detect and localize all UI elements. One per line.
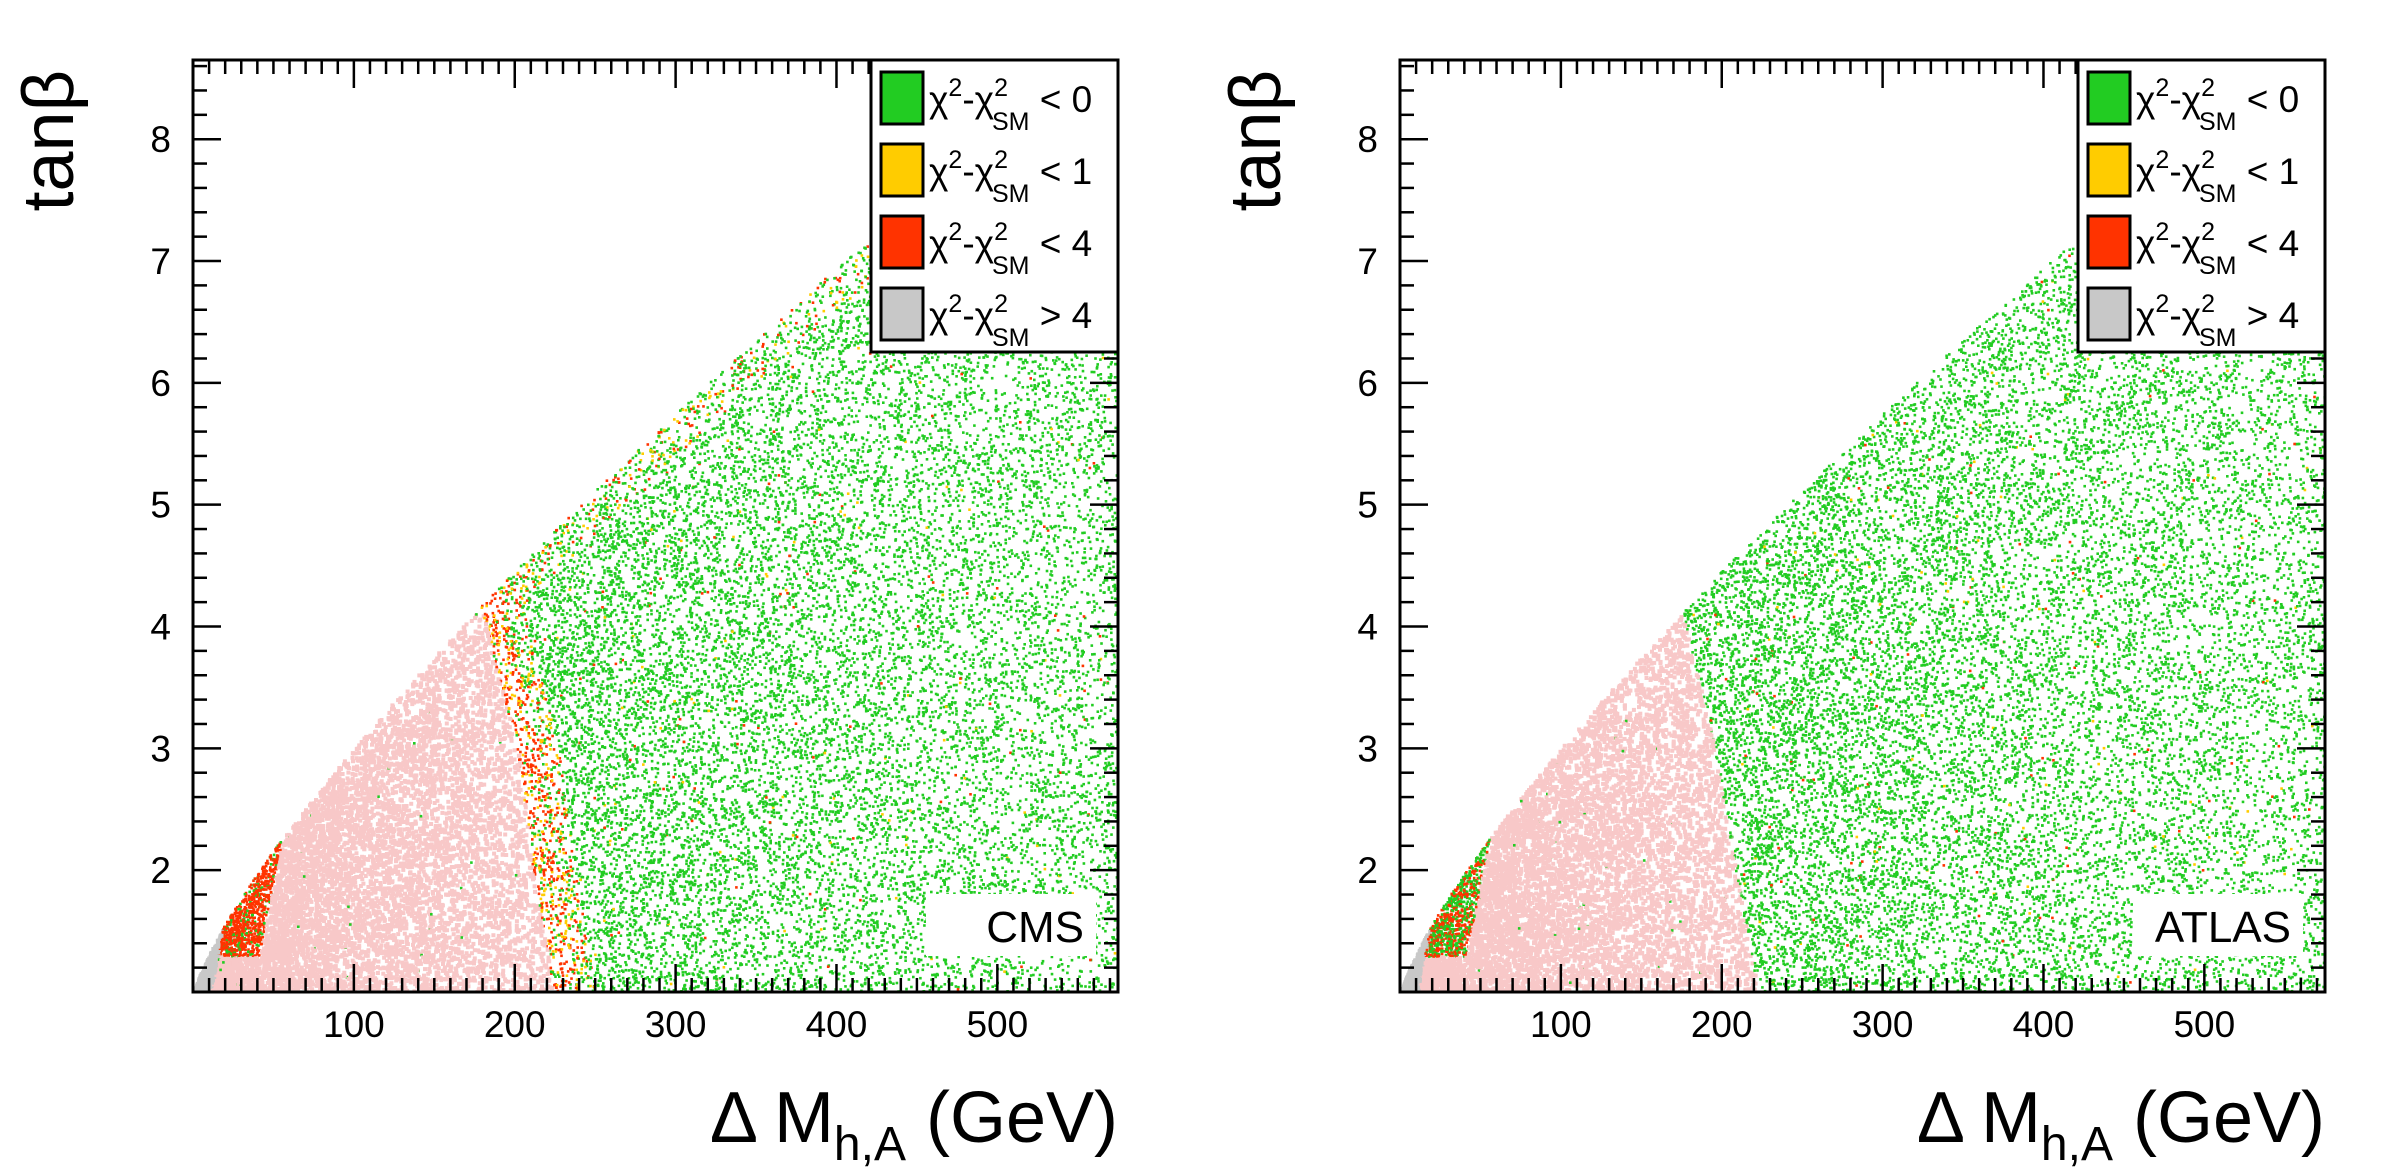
plot-frame — [1398, 58, 2327, 994]
legend-label: χ2-χ2 SM < 4 — [929, 218, 1092, 280]
legend-label: χ2-χ2 SM < 0 — [2136, 74, 2299, 136]
plot-frame — [191, 58, 1120, 994]
y-tick-label: 2 — [1357, 850, 1378, 891]
legend-label: χ2-χ2 SM > 4 — [2136, 290, 2299, 352]
y-tick-label: 7 — [150, 241, 171, 282]
x-tick-label: 500 — [2173, 1004, 2235, 1045]
y-tick-label: 5 — [1357, 485, 1378, 526]
legend-label: χ2-χ2 SM > 4 — [929, 290, 1092, 352]
panel-label-box — [926, 894, 1096, 956]
legend-label: χ2-χ2 SM < 1 — [2136, 146, 2299, 208]
x-tick-label: 200 — [484, 1004, 546, 1045]
y-tick-label: 6 — [150, 363, 171, 404]
x-tick-label: 200 — [1691, 1004, 1753, 1045]
legend: χ2-χ2 SM < 0 χ2-χ2 SM < 1 χ2-χ2 SM < 4 χ2-χ2 SM… — [869, 58, 1120, 354]
legend-swatch — [879, 142, 925, 198]
y-tick-label: 3 — [150, 728, 171, 769]
x-axis: 100 200 300 400 500 — [207, 60, 1112, 1045]
legend-label: χ2-χ2 SM < 0 — [929, 74, 1092, 136]
y-tick-label: 8 — [1357, 119, 1378, 160]
panel-label: ATLAS — [2155, 903, 2291, 952]
y-tick-label: 2 — [150, 850, 171, 891]
x-tick-label: 300 — [645, 1004, 707, 1045]
legend-swatch — [879, 70, 925, 126]
panel-label-box — [2133, 894, 2303, 956]
x-tick-label: 100 — [1530, 1004, 1592, 1045]
legend-swatch — [2086, 286, 2132, 342]
legend-label: χ2-χ2 SM < 4 — [2136, 218, 2299, 280]
y-tick-label: 4 — [1357, 607, 1378, 648]
y-tick-label: 6 — [1357, 363, 1378, 404]
x-axis-title: Δ Mh,A (GeV) — [710, 1078, 1118, 1171]
x-tick-label: 300 — [1852, 1004, 1914, 1045]
y-axis-title: tanβ — [1216, 70, 1296, 212]
x-tick-label: 400 — [2013, 1004, 2075, 1045]
legend-label: χ2-χ2 SM < 1 — [929, 146, 1092, 208]
x-tick-label: 500 — [966, 1004, 1028, 1045]
legend-swatch — [2086, 70, 2132, 126]
panel-atlas: 100 200 300 400 500 2 3 4 5 6 7 8 Δ Mh,A (GeV) tanβ χ2… — [1216, 58, 2327, 1171]
y-tick-label: 3 — [1357, 728, 1378, 769]
y-tick-label: 7 — [1357, 241, 1378, 282]
y-tick-label: 8 — [150, 119, 171, 160]
legend: χ2-χ2 SM < 0 χ2-χ2 SM < 1 χ2-χ2 SM < 4 χ2-χ2 SM… — [2076, 58, 2327, 354]
legend-swatch — [2086, 214, 2132, 270]
legend-swatch — [879, 214, 925, 270]
panel-label: CMS — [986, 903, 1084, 952]
legend-swatch — [879, 286, 925, 342]
x-tick-label: 100 — [323, 1004, 385, 1045]
panel-cms: 100 200 300 400 500 2 3 4 5 6 7 8 Δ Mh,A (GeV) tanβ χ2… — [9, 58, 1120, 1171]
legend-swatch — [2086, 142, 2132, 198]
x-axis-title: Δ Mh,A (GeV) — [1917, 1078, 2325, 1171]
y-tick-label: 4 — [150, 607, 171, 648]
x-tick-label: 400 — [806, 1004, 868, 1045]
y-axis-title: tanβ — [9, 70, 89, 212]
y-tick-label: 5 — [150, 485, 171, 526]
